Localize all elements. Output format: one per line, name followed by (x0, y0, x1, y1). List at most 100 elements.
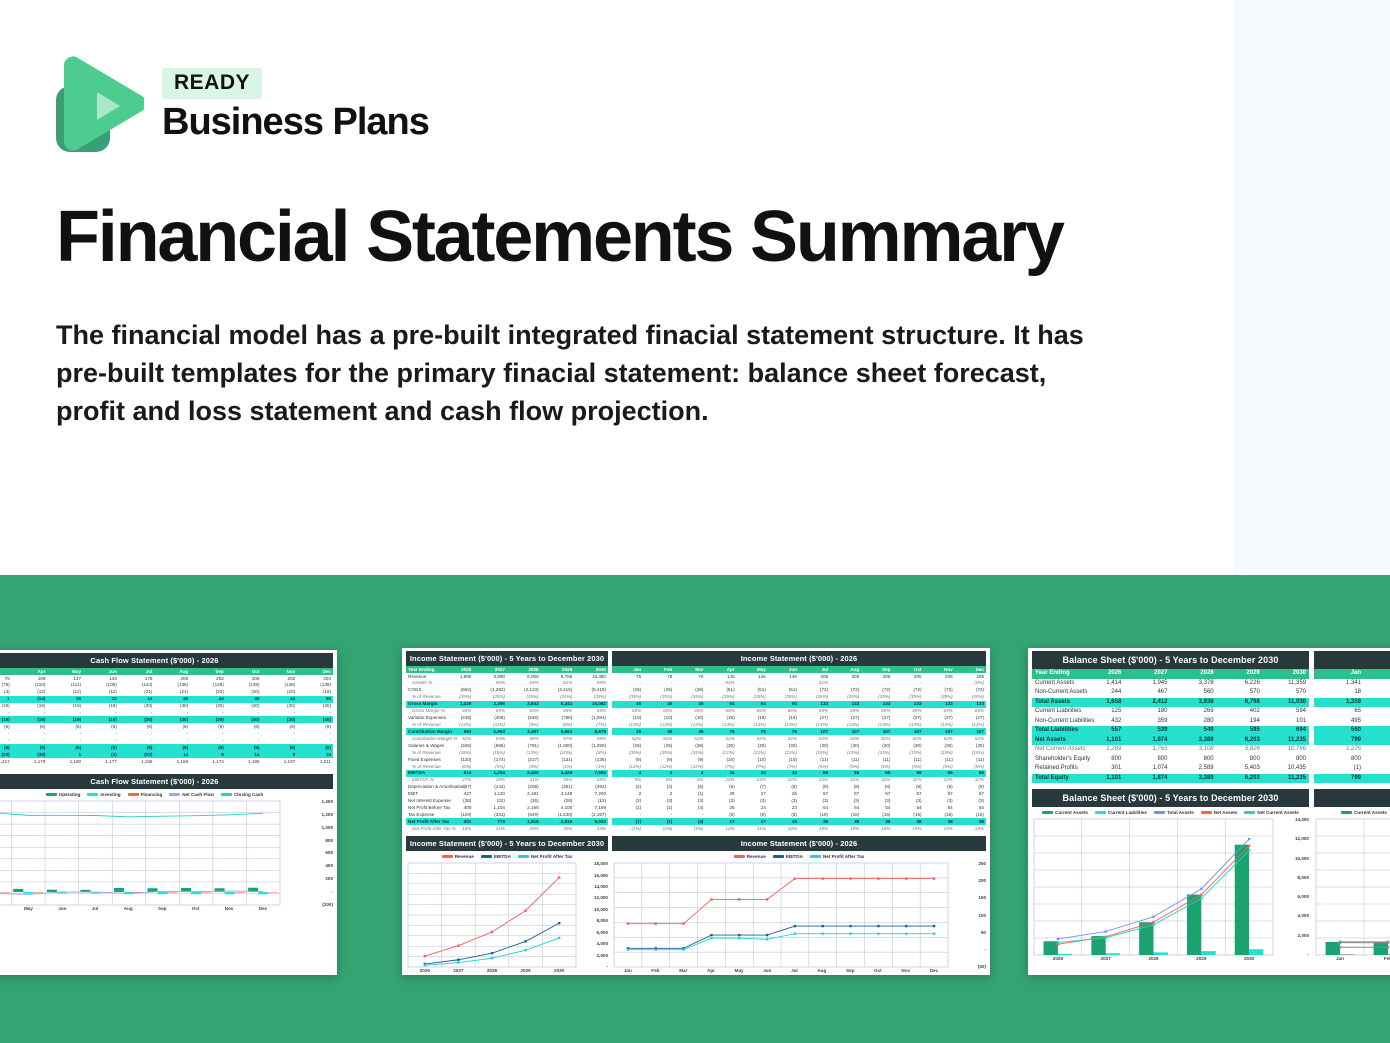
column-header: 2028 (506, 666, 541, 673)
x-tick-label: Feb (1383, 956, 1390, 961)
table-cell: 3,378 (1198, 679, 1214, 686)
table-row: (19) (19) (19) (19) (30) (30) (30) (30) (30) (30) (0, 716, 333, 724)
table-cell: (30) (322, 703, 331, 709)
legend-item: Revenue (733, 854, 766, 859)
column-header: Aug (154, 668, 191, 675)
row-label: EBITDA % (412, 777, 434, 783)
table-cell: (16) (944, 811, 953, 817)
table-cell: (30) (287, 703, 296, 709)
table-cell: 39 (643, 728, 675, 736)
table-row: (35%) (35%) (35%) (35%) (35%) (35%) (35%) (35%)… (612, 694, 986, 701)
table-cell: (27) (819, 715, 829, 721)
table-cell: (6) (0, 744, 12, 752)
table-cell: (1) (1353, 765, 1361, 771)
y-tick-label: 10,000 (593, 906, 608, 912)
column-header: Oct (892, 666, 924, 673)
table-cell: (13%) (815, 721, 829, 727)
table-cell: (19) (108, 703, 117, 709)
table-cell: (72) (975, 687, 984, 693)
table-cell: (12%) (691, 763, 704, 769)
legend-label: Current Assets (1354, 810, 1387, 815)
table-cell: (35%) (593, 694, 606, 700)
balance-5yr-table-title: Balance Sheet ($'000) - 5 Years to Decem… (1032, 651, 1309, 669)
table-cell: (75) (1, 682, 10, 688)
table-cell: (30) (297, 716, 333, 724)
table-cell: 25 (729, 805, 735, 811)
x-tick-label: May (23, 905, 33, 911)
table-cell: 54 (822, 805, 829, 811)
table-cell: 1,104 (493, 805, 505, 811)
column-header: Aug (830, 666, 862, 673)
row-label: Contribution Margin (406, 728, 452, 736)
table-cell: 1,993 (473, 728, 507, 736)
table-cell: 202 (216, 675, 224, 681)
table-cell: 24% (756, 777, 766, 783)
table-cell: 1 (0, 695, 12, 703)
table-row: Variable Expenses (245) (406) (546) (780) (1,… (406, 714, 608, 721)
y-tick-label: 6,000 (1297, 894, 1310, 900)
y-tick-label: 16,000 (593, 872, 608, 878)
cash-flow-screenshot[interactable]: Cash Flow Statement ($'000) - 2026 Apr Ma… (0, 650, 337, 975)
legend-item: Net Profit After Tax (809, 854, 864, 859)
table-cell: 58% (596, 735, 606, 741)
table-row: Revenue 1,880 3,690 6,066 9,756 15,480 (406, 673, 608, 680)
table-row: 799798 (1314, 773, 1390, 783)
column-header: Feb (1364, 669, 1390, 679)
income-statement-screenshot[interactable]: Income Statement ($'000) - 5 Years to De… (402, 648, 990, 975)
table-cell: 2,191 (527, 791, 539, 797)
table-cell: 66 (892, 769, 924, 777)
legend-item: Financing (127, 792, 162, 797)
table-cell: 59% (596, 680, 606, 686)
table-cell: (5%) (693, 825, 704, 831)
balance-5yr-chart-block: Balance Sheet ($'000) - 5 Years to Decem… (1032, 789, 1309, 967)
table-cell: 1,880 (459, 673, 472, 679)
legend-item: Investing (87, 791, 121, 797)
legend-label: Net Current Assets (1257, 810, 1299, 815)
income-2026-chart-plot: Jan Feb Mar Apr May Jun Jul Aug Sep Oct Nov Dec 250 2… (612, 861, 986, 975)
table-cell: 36 (1364, 688, 1390, 698)
legend-swatch (809, 855, 821, 858)
table-cell: (6) (218, 723, 224, 729)
legend-label: Current Assets (1055, 810, 1088, 815)
table-cell: (6) (11, 744, 48, 752)
table-cell: (6) (297, 744, 333, 752)
table-cell: (5%) (495, 763, 505, 769)
table-cell: 57 (885, 791, 891, 797)
table-cell: (662) (460, 687, 472, 693)
table-row: 6572 (1314, 707, 1390, 717)
table-cell: 15 (767, 818, 799, 826)
table-cell: (780) (561, 715, 573, 721)
table-cell: (9) (947, 784, 953, 790)
table-cell: (72) (851, 687, 860, 693)
table-cell: 557 (1078, 726, 1125, 736)
table-cell: 12% (725, 825, 735, 831)
row-label: Net Assets (1032, 735, 1079, 745)
table-cell: (19) (83, 716, 119, 724)
cash-flow-chart-block: Cash Flow Statement ($'000) - 2026 Opera… (0, 771, 337, 917)
table-row: (35%) (35%) (35%) (21%) (21%) (21%) (15%) (15%)… (612, 749, 986, 756)
table-cell: 800 (1295, 755, 1306, 762)
table-cell: (6) (4, 723, 10, 729)
table-cell: (3) (666, 784, 673, 790)
table-cell: (35%) (909, 694, 922, 700)
table-cell: 800 (1364, 755, 1390, 765)
legend-swatch (127, 793, 139, 796)
table-cell: 570 (1295, 689, 1306, 695)
table-cell: 65% (818, 708, 829, 714)
table-cell: (72) (913, 687, 922, 693)
x-axis-labels: Jan Feb (1316, 956, 1390, 961)
legend-item: Current Assets (1042, 810, 1088, 815)
table-cell: (15%) (940, 749, 953, 755)
table-cell: (30) (251, 703, 260, 709)
table-row: Net Profit After Tax 301 773 1,515 2,916 5,03… (406, 818, 608, 826)
balance-sheet-screenshot[interactable]: Balance Sheet ($'000) - 5 Years to Decem… (1028, 648, 1390, 975)
table-cell: 180 (1157, 708, 1168, 714)
table-cell: 34 (705, 769, 737, 777)
table-cell: (26) (564, 798, 573, 804)
income-2026-legend: Revenue EBITDA Net Profit After Tax (612, 851, 986, 861)
table-cell: (6%) (461, 763, 472, 769)
table-cell: 41% (529, 777, 539, 783)
table-cell: (15%) (909, 749, 922, 755)
table-cell: (51) (757, 687, 766, 693)
legend-label: Investing (100, 791, 121, 797)
